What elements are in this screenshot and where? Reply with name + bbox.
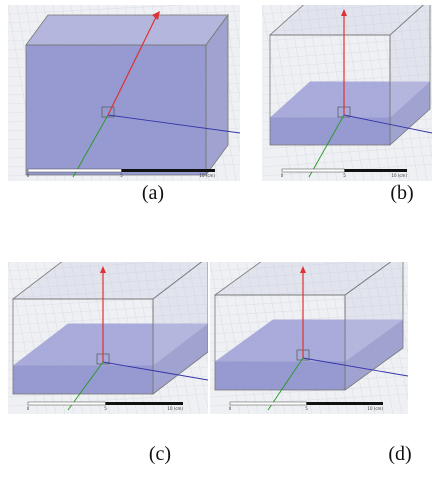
scale-white <box>27 168 122 173</box>
grid <box>210 285 408 299</box>
grid <box>8 303 208 317</box>
grid <box>262 37 432 51</box>
slab-top <box>26 15 228 45</box>
slab-front <box>270 117 390 145</box>
grid <box>8 312 208 326</box>
scale-label: 5 <box>343 173 346 178</box>
panel-a: 0 5 10 (cm) <box>8 5 240 181</box>
scale-label: 0 <box>27 406 30 411</box>
panel-label: (b) <box>390 182 414 204</box>
grid <box>262 10 432 24</box>
scale-black <box>121 169 215 172</box>
scale-black <box>105 402 183 405</box>
slab-side <box>206 15 228 175</box>
grid <box>262 46 432 60</box>
grid <box>8 285 208 299</box>
z-arrow <box>300 266 306 273</box>
slab-front <box>215 361 345 390</box>
scale-label: 5 <box>305 406 308 411</box>
scale-white <box>229 401 307 406</box>
x-axis <box>107 114 240 134</box>
panel-b: 0 5 10 (cm) <box>262 5 432 181</box>
slab-top <box>215 319 403 362</box>
grid <box>8 267 208 281</box>
grid <box>8 5 188 15</box>
grid <box>232 5 240 48</box>
grid <box>262 73 432 87</box>
box-front <box>269 34 391 146</box>
grid <box>262 5 394 15</box>
grid <box>8 276 208 290</box>
grid <box>223 5 240 101</box>
grid <box>210 276 408 290</box>
x-axis <box>302 357 408 377</box>
grid <box>262 154 432 168</box>
grid <box>210 303 408 317</box>
panel-c: 0 5 10 (cm) <box>8 262 208 414</box>
scale-white <box>281 168 345 173</box>
y-axis <box>72 114 109 178</box>
slab-side <box>153 323 208 394</box>
slab-top <box>13 323 208 366</box>
grid <box>8 262 164 272</box>
grid <box>210 312 408 326</box>
scale-label: 5 <box>120 173 123 178</box>
z-arrow <box>100 266 106 273</box>
grid <box>389 262 408 355</box>
grid <box>262 145 432 159</box>
scale-label: 10 (cm) <box>391 173 407 178</box>
grid <box>196 262 208 320</box>
grid <box>398 262 408 310</box>
grid <box>210 384 408 398</box>
scale-label: 10 (cm) <box>367 406 383 411</box>
scale-label: 5 <box>104 406 107 411</box>
panel-d: 0 5 10 (cm) <box>210 262 408 414</box>
panel-label: (d) <box>388 443 412 465</box>
z-arrow <box>152 11 160 20</box>
z-axis <box>107 12 159 116</box>
box-top <box>25 14 229 46</box>
z-arrow <box>341 9 347 16</box>
slab-side <box>390 81 430 145</box>
grid <box>210 294 408 308</box>
grid <box>262 19 432 33</box>
scale-label: 10 (cm) <box>199 173 215 178</box>
panel-label: (a) <box>141 182 165 204</box>
box-front <box>25 44 207 176</box>
scale-black <box>306 402 383 405</box>
scale-label: 0 <box>27 173 30 178</box>
slab-front <box>26 45 206 175</box>
scale-white <box>27 401 106 406</box>
feed <box>101 106 115 118</box>
x-axis <box>102 361 208 381</box>
scale-label: 10 (cm) <box>167 406 183 411</box>
grid <box>262 55 432 69</box>
panel-label: (c) <box>148 443 172 465</box>
box-front <box>214 294 346 391</box>
grid <box>8 294 208 308</box>
grid <box>210 267 408 281</box>
grid <box>423 5 432 54</box>
x-axis <box>343 114 432 134</box>
grid <box>270 5 302 181</box>
grid <box>279 5 311 181</box>
grid <box>262 5 293 181</box>
y-axis <box>267 357 304 411</box>
y-axis <box>308 114 345 178</box>
grid <box>210 262 364 272</box>
scale-black <box>344 169 407 172</box>
slab-side <box>345 319 403 390</box>
box-front <box>12 298 154 395</box>
scale-label: 0 <box>281 173 284 178</box>
grid <box>262 64 432 78</box>
scale-label: 0 <box>229 406 232 411</box>
